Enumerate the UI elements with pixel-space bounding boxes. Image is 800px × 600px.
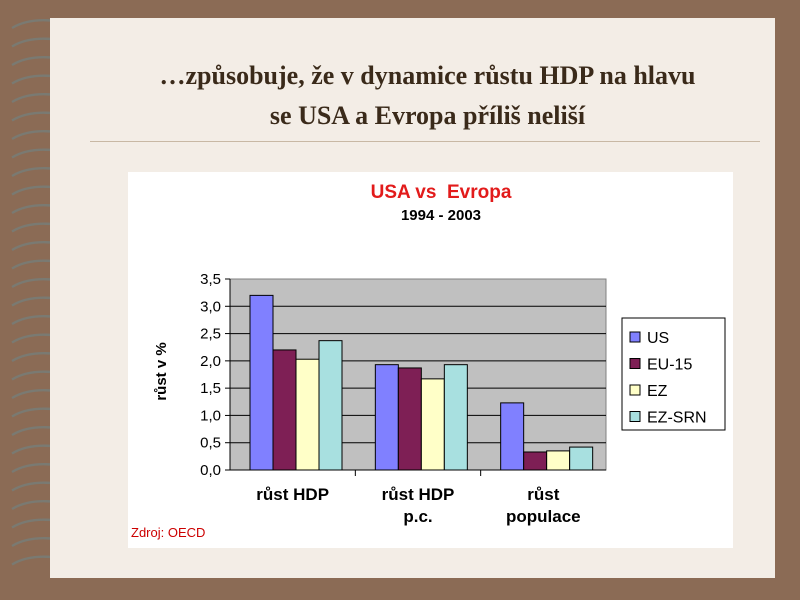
bar-us [500,402,525,471]
x-category-label: růst HDP [382,485,455,504]
bar-ez [546,450,571,471]
y-tick-label: 1,5 [200,380,221,397]
chart-container: USA vs Evropa 1994 - 2003 0,0 0,5 1,0 1,5 2,… [128,172,733,548]
legend-label-ez-srn: EZ-SRN [647,410,707,427]
slide-title: …způsobuje, že v dynamice růstu HDP na h… [95,56,760,136]
source-note: Zdroj: OECD [131,525,205,540]
legend-swatch-eu-15 [629,358,641,369]
y-tick-label: 2,5 [200,326,221,343]
legend-swatch-us [629,331,641,343]
plot-area-group: 0,0 0,5 1,0 1,5 2,0 2,5 3,0 3,5 růst v % růst HDP… [153,271,726,526]
y-tick-label: 0,5 [200,435,221,452]
x-category-label: populace [506,507,581,526]
legend-swatch-ez [629,384,641,396]
legend-label-eu-15: EU-15 [647,357,692,374]
y-tick-label: 0,0 [200,462,221,479]
x-category-label: růst HDP [256,485,329,504]
bar-eu-15 [397,367,422,471]
bar-us [249,294,274,471]
y-axis-label: růst v % [153,342,170,400]
y-tick-label: 1,0 [200,407,221,424]
slide-title-line-1: …způsobuje, že v dynamice růstu HDP na h… [159,61,696,90]
x-category-label: p.c. [403,507,432,526]
x-category-label: růst [527,485,559,504]
y-tick-label: 3,0 [200,298,221,315]
legend-swatch-ez-srn [629,411,641,422]
bar-ez-srn [569,446,594,471]
slide-title-line-2: se USA a Evropa příliš neliší [269,101,586,130]
legend-label-ez: EZ [647,383,668,400]
bar-us [374,364,399,471]
title-divider [90,141,760,142]
chart-subtitle: 1994 - 2003 [401,207,481,224]
bar-ez [420,378,445,471]
bar-eu-15 [523,451,548,471]
bar-ez-srn [443,364,468,471]
chart-title: USA vs Evropa [371,182,512,203]
y-tick-label: 2,0 [200,353,221,370]
bar-eu-15 [272,349,297,471]
bar-chart: USA vs Evropa 1994 - 2003 0,0 0,5 1,0 1,5 2,… [131,182,726,540]
legend-label-us: US [647,330,669,347]
y-tick-label: 3,5 [200,271,221,288]
bar-ez [295,358,320,471]
bar-ez-srn [318,340,343,471]
